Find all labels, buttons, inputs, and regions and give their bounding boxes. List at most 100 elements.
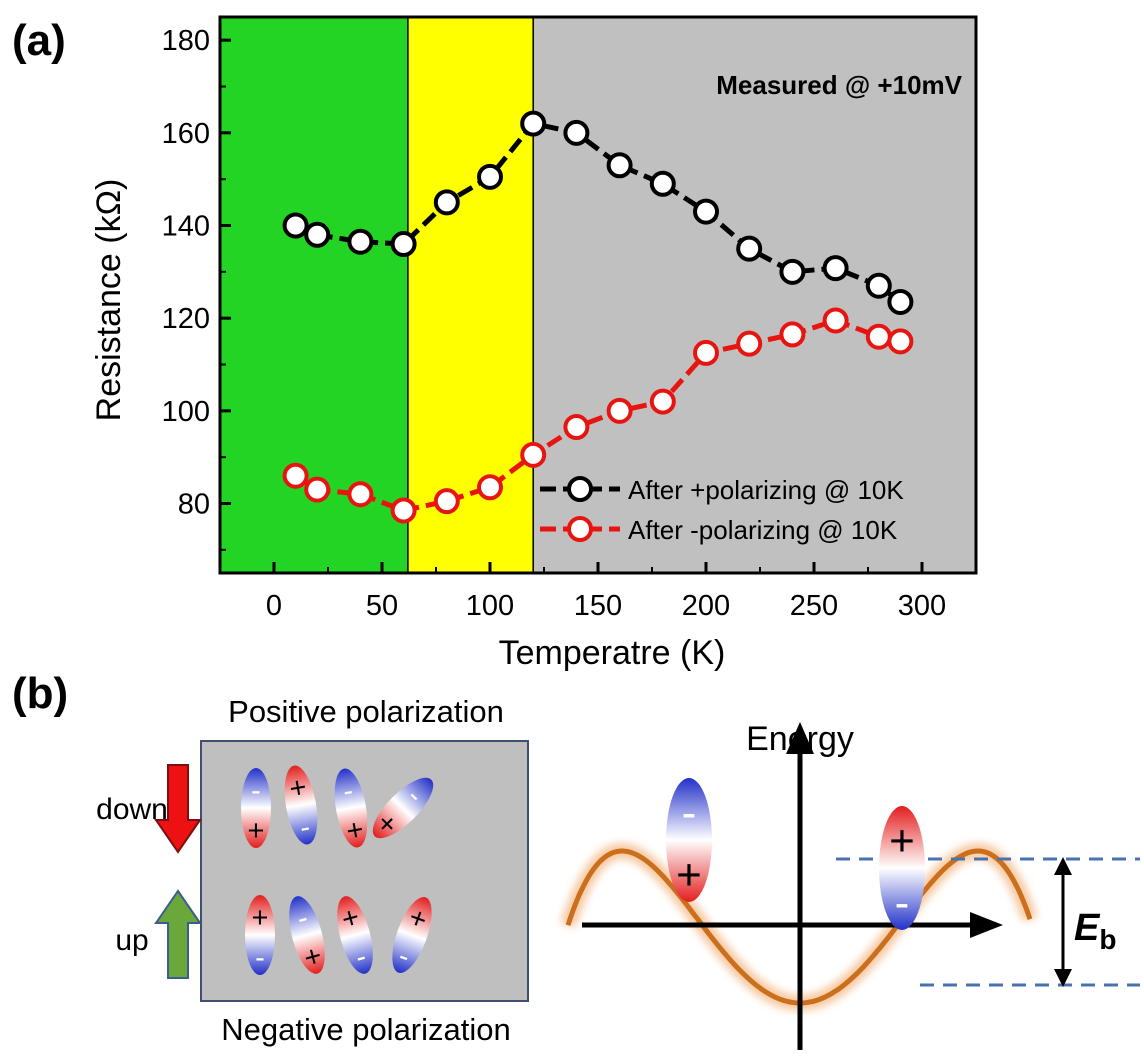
y-tick-label: 80 [178, 489, 210, 521]
x-axis-label: Temperatre (K) [499, 634, 726, 672]
data-point-series-1 [649, 388, 676, 415]
data-point-series-1 [887, 328, 914, 355]
series-line-1 [294, 317, 901, 514]
positive-polarization-title: Positive polarization [228, 694, 504, 729]
panel-b-label: (b) [12, 669, 68, 718]
y-tick-label: 120 [162, 303, 210, 335]
legend-label-positive: After +polarizing @ 10K [628, 475, 904, 505]
data-point-series-1 [779, 321, 806, 348]
y-tick-label: 180 [162, 25, 210, 57]
dipole-body [245, 895, 275, 975]
y-tick-label: 100 [162, 396, 210, 428]
plus-sign: + [252, 902, 269, 934]
dipole-body [879, 806, 925, 930]
legend-entry-negative: After -polarizing @ 10K [540, 515, 898, 545]
data-point-series-0 [347, 228, 374, 255]
data-point-series-0 [865, 272, 892, 299]
x-tick-label: 150 [574, 590, 622, 622]
up-arrow-icon [154, 889, 202, 979]
data-point-series-1 [606, 397, 633, 424]
y-tick-label: 140 [162, 211, 210, 243]
dipole-negative-3: +- [337, 896, 373, 974]
data-point-series-0 [779, 258, 806, 285]
data-point-series-0 [606, 152, 633, 179]
dipole-body [284, 765, 318, 845]
barrier-height-label: Eb [1074, 907, 1116, 955]
minus-sign: - [251, 775, 261, 807]
barrier-height-symbol: E [1074, 907, 1101, 949]
y-axis-label: Resistance (kΩ) [90, 179, 128, 422]
dipole-positive-2: +- [284, 765, 318, 845]
dipole-body [289, 896, 325, 974]
plus-sign: + [889, 817, 915, 866]
energy-diagram: Energy Eb -++- [560, 720, 1140, 1050]
region-band-1 [407, 17, 534, 573]
data-point-series-0 [693, 198, 719, 225]
energy-axis-label: Energy [746, 720, 854, 758]
data-point-series-1 [520, 441, 547, 468]
data-point-series-1 [477, 474, 503, 501]
data-series [282, 110, 914, 524]
data-point-series-0 [477, 163, 503, 190]
data-point-series-0 [282, 212, 309, 239]
energy-axis-arrow-icon [786, 722, 814, 754]
legend-label-negative: After -polarizing @ 10K [628, 515, 898, 545]
down-arrow-icon [154, 764, 202, 854]
minus-sign: - [682, 789, 697, 838]
data-point-series-1 [282, 462, 309, 489]
data-point-series-1 [390, 497, 417, 524]
dipole-body [337, 896, 373, 974]
dipole-positive-3: -+ [334, 768, 368, 848]
temperature-regions [220, 17, 976, 573]
data-point-series-1 [433, 488, 460, 515]
data-point-series-1 [304, 476, 331, 503]
negative-polarization-title: Negative polarization [221, 1012, 511, 1047]
x-tick-label: 100 [466, 590, 514, 622]
plus-sign: + [287, 771, 309, 805]
data-point-series-0 [520, 110, 547, 137]
well-dipole-right: +- [879, 806, 925, 930]
dipole-negative-1: +- [245, 895, 275, 975]
legend-entry-positive: After +polarizing @ 10K [540, 475, 904, 505]
y-axis-ticks: 80 100 120 140 160 180 [162, 25, 231, 551]
x-tick-label: 50 [366, 590, 398, 622]
x-tick-label: 0 [266, 590, 282, 622]
dipole-body [334, 768, 368, 848]
data-point-series-0 [390, 231, 417, 258]
legend: After +polarizing @ 10K After -polarizin… [540, 475, 904, 545]
dipole-body [666, 778, 712, 902]
data-point-series-1 [822, 307, 849, 334]
x-axis-ticks: 0 50 100 150 200 250 300 [266, 562, 946, 622]
well-dipoles: -++- [666, 778, 925, 930]
data-point-series-0 [304, 221, 331, 248]
data-point-series-0 [736, 235, 763, 262]
data-point-series-0 [649, 170, 676, 197]
plus-sign: + [344, 814, 366, 848]
plus-sign: + [676, 851, 702, 900]
x-tick-label: 250 [790, 590, 838, 622]
x-tick-label: 200 [682, 590, 730, 622]
series-line-0 [294, 120, 902, 304]
coordinate-axis-arrow-icon [970, 912, 1003, 938]
data-point-series-1 [736, 330, 763, 357]
data-point-series-0 [433, 189, 460, 216]
y-tick-label: 160 [162, 118, 210, 150]
dipole-body [392, 897, 432, 973]
data-point-series-1 [693, 339, 719, 366]
dipole-body [241, 768, 271, 848]
barrier-height-subscript: b [1099, 924, 1116, 955]
up-label: up [115, 924, 148, 957]
measurement-annotation: Measured @ +10mV [716, 70, 962, 100]
minus-sign: - [895, 879, 910, 928]
well-dipole-left: -+ [666, 778, 712, 902]
data-point-series-0 [822, 255, 849, 282]
dipole-grid: -++--+-++--++-+- [241, 765, 434, 975]
data-point-series-1 [347, 481, 374, 508]
panel-a-label: (a) [12, 16, 66, 65]
x-tick-label: 300 [898, 590, 946, 622]
plus-sign: + [248, 815, 265, 847]
data-point-series-0 [563, 119, 590, 146]
dipole-negative-2: -+ [289, 896, 325, 975]
